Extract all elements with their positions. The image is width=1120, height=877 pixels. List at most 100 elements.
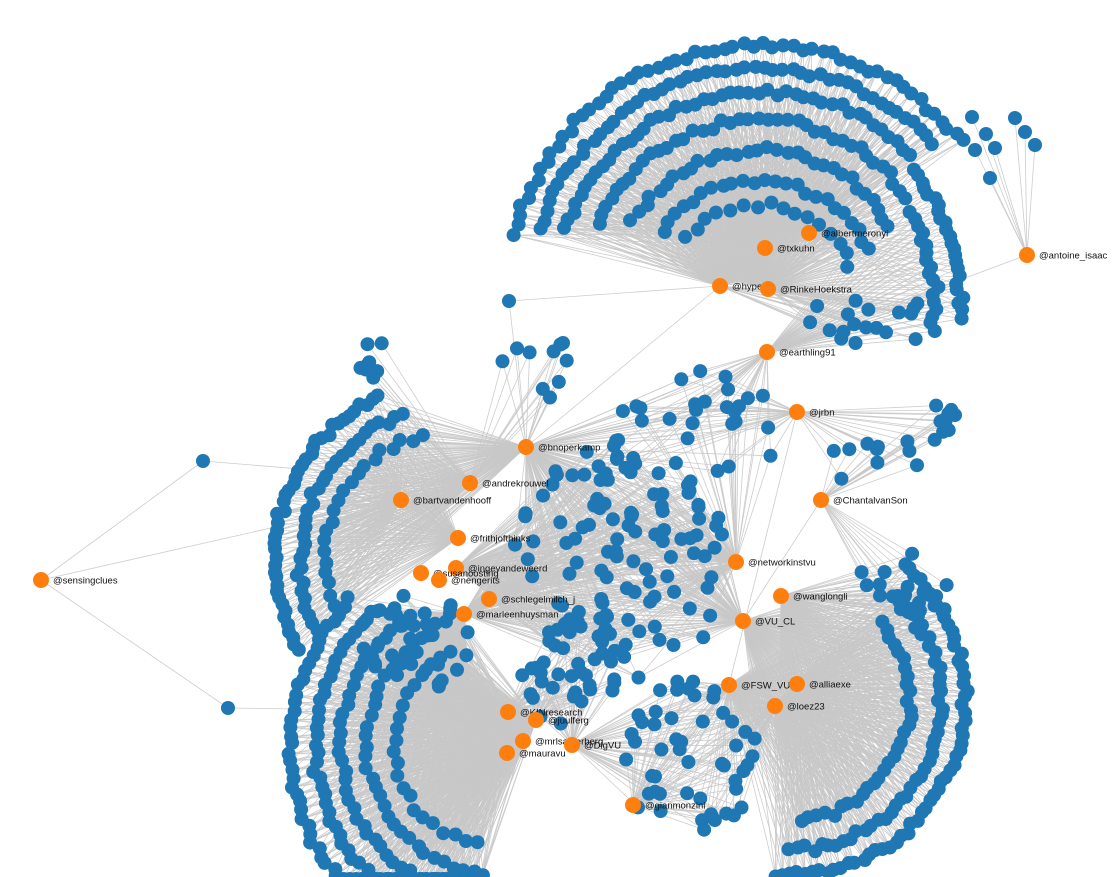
follower-node[interactable] — [812, 217, 826, 232]
follower-node[interactable] — [776, 38, 791, 53]
follower-node[interactable] — [582, 102, 597, 117]
follower-node[interactable] — [724, 176, 739, 191]
follower-node[interactable] — [914, 92, 929, 106]
graph-link — [796, 596, 905, 685]
follower-node[interactable] — [736, 173, 750, 188]
follower-node[interactable] — [741, 85, 756, 100]
graph-link — [469, 397, 551, 484]
graph-link — [525, 446, 691, 539]
follower-node[interactable] — [566, 155, 581, 170]
follower-node[interactable] — [640, 63, 655, 78]
follower-node[interactable] — [686, 195, 701, 210]
follower-node[interactable] — [737, 60, 752, 75]
follower-node[interactable] — [751, 200, 766, 215]
follower-node[interactable] — [506, 228, 521, 243]
follower-node[interactable] — [668, 99, 683, 114]
graph-link — [770, 411, 798, 457]
follower-node[interactable] — [823, 226, 838, 241]
follower-node[interactable] — [668, 53, 683, 68]
follower-node[interactable] — [839, 246, 854, 260]
follower-node[interactable] — [840, 259, 855, 274]
follower-node[interactable] — [775, 62, 790, 77]
follower-node[interactable] — [606, 114, 621, 129]
follower-node[interactable] — [577, 138, 591, 153]
follower-node[interactable] — [729, 148, 744, 163]
graph-link — [332, 446, 527, 523]
follower-node[interactable] — [861, 241, 876, 256]
graph-link — [455, 555, 617, 569]
follower-node[interactable] — [939, 121, 954, 136]
follower-node[interactable] — [513, 208, 527, 223]
follower-node[interactable] — [697, 211, 712, 226]
follower-node[interactable] — [804, 41, 819, 56]
follower-node[interactable] — [704, 180, 718, 195]
follower-node[interactable] — [725, 39, 740, 54]
graph-link — [525, 446, 771, 457]
graph-link — [535, 650, 616, 721]
follower-node[interactable] — [718, 64, 733, 79]
graph-link — [757, 207, 810, 234]
follower-node[interactable] — [690, 222, 705, 237]
follower-node[interactable] — [776, 201, 791, 216]
follower-node[interactable] — [825, 97, 840, 112]
follower-node[interactable] — [757, 173, 772, 188]
follower-node[interactable] — [924, 137, 939, 152]
follower-node[interactable] — [884, 165, 898, 180]
follower-node[interactable] — [699, 65, 713, 80]
follower-node[interactable] — [769, 142, 784, 157]
follower-node[interactable] — [707, 44, 722, 59]
follower-node[interactable] — [685, 123, 700, 138]
follower-node[interactable] — [764, 195, 779, 210]
follower-node[interactable] — [765, 63, 780, 77]
follower-node[interactable] — [780, 112, 795, 127]
follower-node[interactable] — [665, 169, 680, 184]
follower-node[interactable] — [779, 176, 793, 191]
follower-node[interactable] — [690, 153, 705, 168]
follower-node[interactable] — [800, 210, 815, 225]
graph-link — [766, 331, 887, 353]
graph-link — [719, 285, 849, 315]
follower-node[interactable] — [870, 64, 885, 79]
follower-node[interactable] — [880, 219, 895, 234]
follower-node[interactable] — [531, 173, 546, 188]
follower-node[interactable] — [641, 189, 656, 204]
follower-node[interactable] — [723, 203, 738, 218]
follower-node[interactable] — [623, 213, 637, 228]
follower-node[interactable] — [651, 109, 666, 124]
follower-node[interactable] — [927, 106, 942, 121]
graph-link — [393, 449, 402, 501]
follower-node[interactable] — [809, 189, 823, 204]
follower-node[interactable] — [956, 132, 971, 147]
follower-node[interactable] — [688, 44, 703, 59]
follower-node[interactable] — [542, 146, 557, 161]
graph-link — [742, 499, 822, 622]
follower-node[interactable] — [613, 76, 628, 91]
graph-link — [796, 411, 850, 450]
follower-node[interactable] — [903, 148, 917, 162]
graph-link — [780, 595, 907, 685]
follower-node[interactable] — [540, 204, 555, 219]
follower-node[interactable] — [770, 112, 785, 127]
follower-node[interactable] — [802, 69, 817, 84]
follower-node[interactable] — [565, 124, 579, 139]
follower-node[interactable] — [740, 112, 755, 127]
follower-node[interactable] — [760, 82, 775, 97]
follower-node[interactable] — [845, 170, 860, 185]
follower-node[interactable] — [678, 229, 693, 244]
follower-node[interactable] — [834, 167, 849, 182]
follower-node[interactable] — [662, 77, 677, 92]
follower-node[interactable] — [898, 191, 913, 206]
follower-node[interactable] — [852, 222, 867, 237]
graph-link — [780, 595, 826, 813]
follower-node[interactable] — [736, 198, 751, 213]
follower-node[interactable] — [842, 105, 857, 120]
follower-node[interactable] — [768, 174, 783, 189]
follower-node[interactable] — [787, 206, 802, 221]
follower-node[interactable] — [708, 205, 723, 220]
follower-node[interactable] — [676, 132, 691, 147]
follower-node[interactable] — [798, 186, 813, 201]
graph-link — [525, 446, 635, 593]
follower-node[interactable] — [836, 205, 851, 220]
follower-node[interactable] — [814, 95, 829, 110]
follower-node[interactable] — [765, 40, 779, 55]
